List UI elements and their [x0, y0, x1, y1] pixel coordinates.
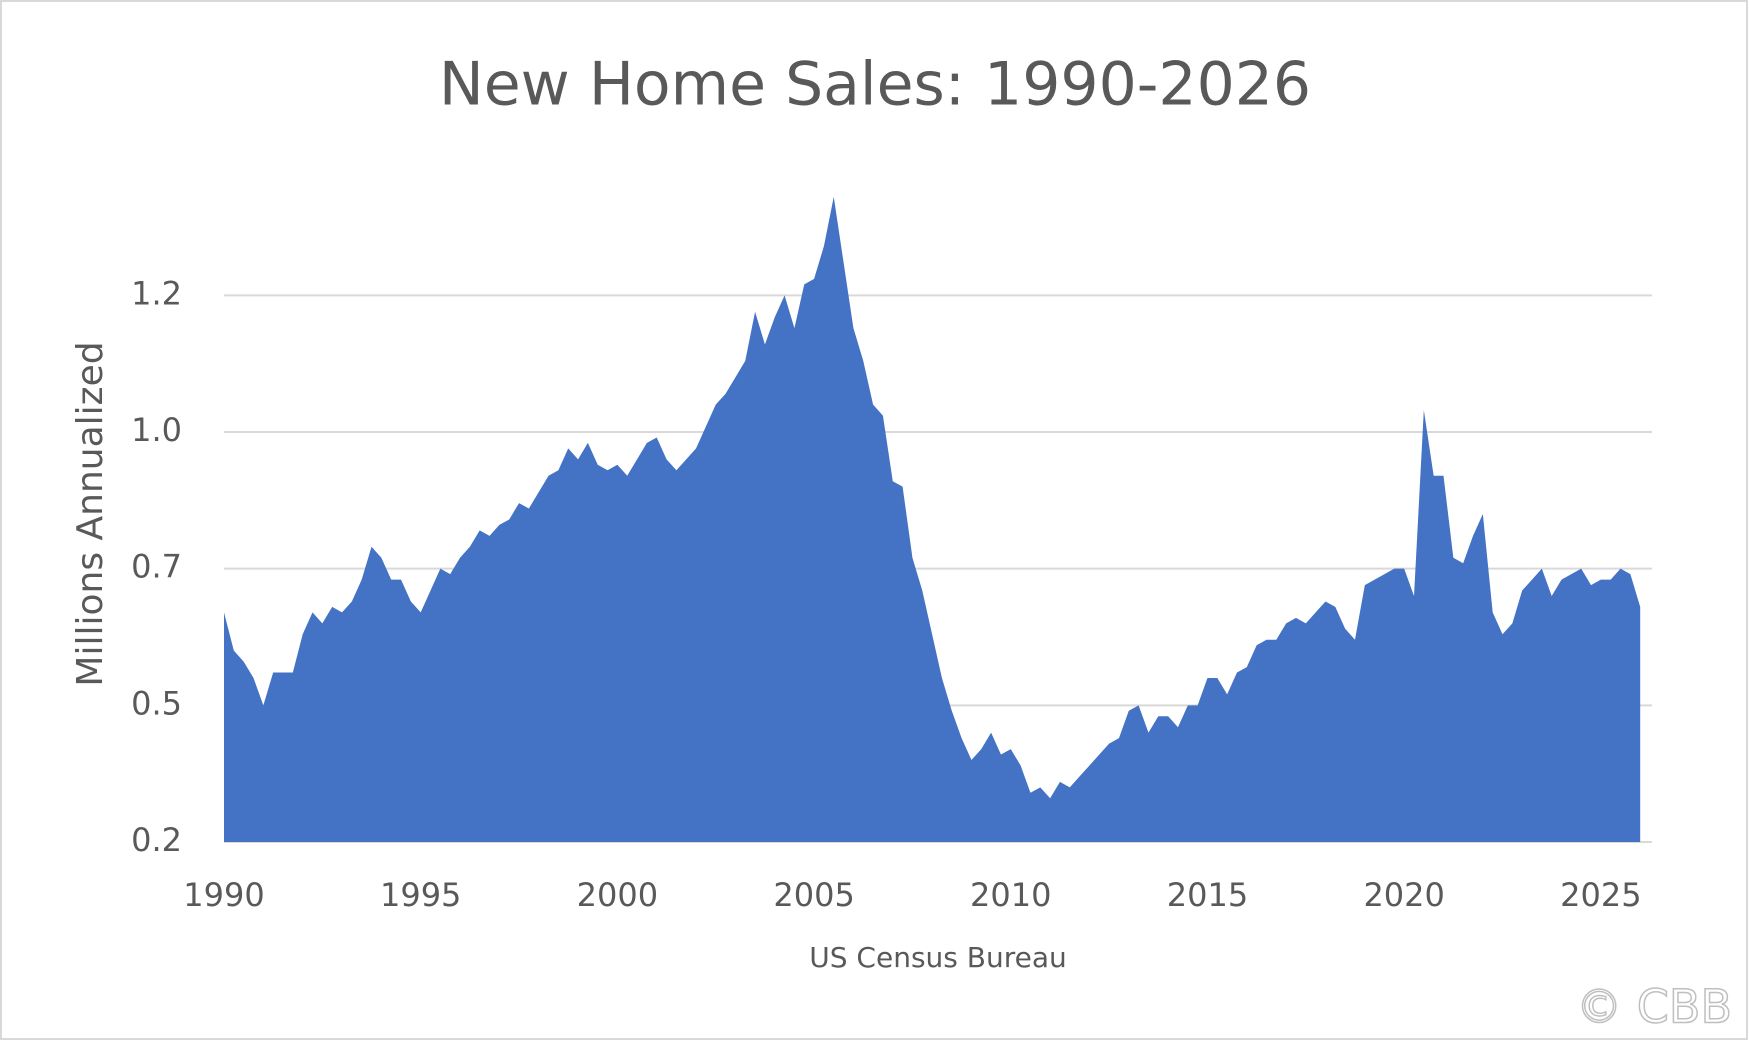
- chart-title: New Home Sales: 1990-2026: [439, 50, 1311, 120]
- y-tick-label: 1.0: [131, 411, 182, 449]
- x-tick-label: 2025: [1560, 876, 1641, 914]
- y-tick-label: 0.2: [131, 821, 182, 859]
- x-tick-label: 2005: [773, 876, 854, 914]
- x-tick-label: 2000: [577, 876, 658, 914]
- watermark: © CBB: [1576, 980, 1732, 1034]
- y-tick-label: 0.7: [131, 548, 182, 586]
- area: [224, 196, 1641, 842]
- x-tick-label: 2010: [970, 876, 1051, 914]
- x-tick-label: 2015: [1167, 876, 1248, 914]
- x-tick-label: 2020: [1363, 876, 1444, 914]
- x-tick-label: 1990: [183, 876, 264, 914]
- y-tick-label: 1.2: [131, 274, 182, 312]
- y-tick-label: 0.5: [131, 684, 182, 722]
- y-axis-label: Millions Annualized: [70, 341, 111, 686]
- x-tick-label: 1995: [380, 876, 461, 914]
- x-axis-label: US Census Bureau: [809, 941, 1067, 974]
